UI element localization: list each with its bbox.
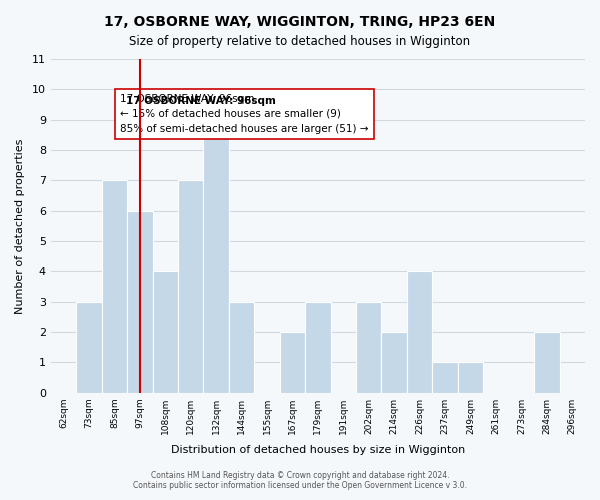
X-axis label: Distribution of detached houses by size in Wigginton: Distribution of detached houses by size … (171, 445, 465, 455)
Bar (127, 210, 152, 392)
Text: 17 OSBORNE WAY: 96sqm
← 15% of detached houses are smaller (9)
85% of semi-detac: 17 OSBORNE WAY: 96sqm ← 15% of detached … (120, 94, 369, 134)
Bar (203, 120, 229, 392)
Bar (152, 272, 178, 392)
Y-axis label: Number of detached properties: Number of detached properties (15, 138, 25, 314)
Bar (534, 332, 560, 392)
Bar (178, 180, 203, 392)
Bar (433, 362, 458, 392)
Bar (407, 272, 433, 392)
Bar (458, 362, 483, 392)
Bar (229, 302, 254, 392)
Bar (382, 332, 407, 392)
Text: 17 OSBORNE WAY: 96sqm: 17 OSBORNE WAY: 96sqm (125, 96, 275, 106)
Bar (356, 302, 382, 392)
Text: Contains HM Land Registry data © Crown copyright and database right 2024.
Contai: Contains HM Land Registry data © Crown c… (133, 470, 467, 490)
Bar (76, 302, 101, 392)
Bar (280, 332, 305, 392)
Text: Size of property relative to detached houses in Wigginton: Size of property relative to detached ho… (130, 35, 470, 48)
Bar (305, 302, 331, 392)
Bar (101, 180, 127, 392)
Text: 17, OSBORNE WAY, WIGGINTON, TRING, HP23 6EN: 17, OSBORNE WAY, WIGGINTON, TRING, HP23 … (104, 15, 496, 29)
